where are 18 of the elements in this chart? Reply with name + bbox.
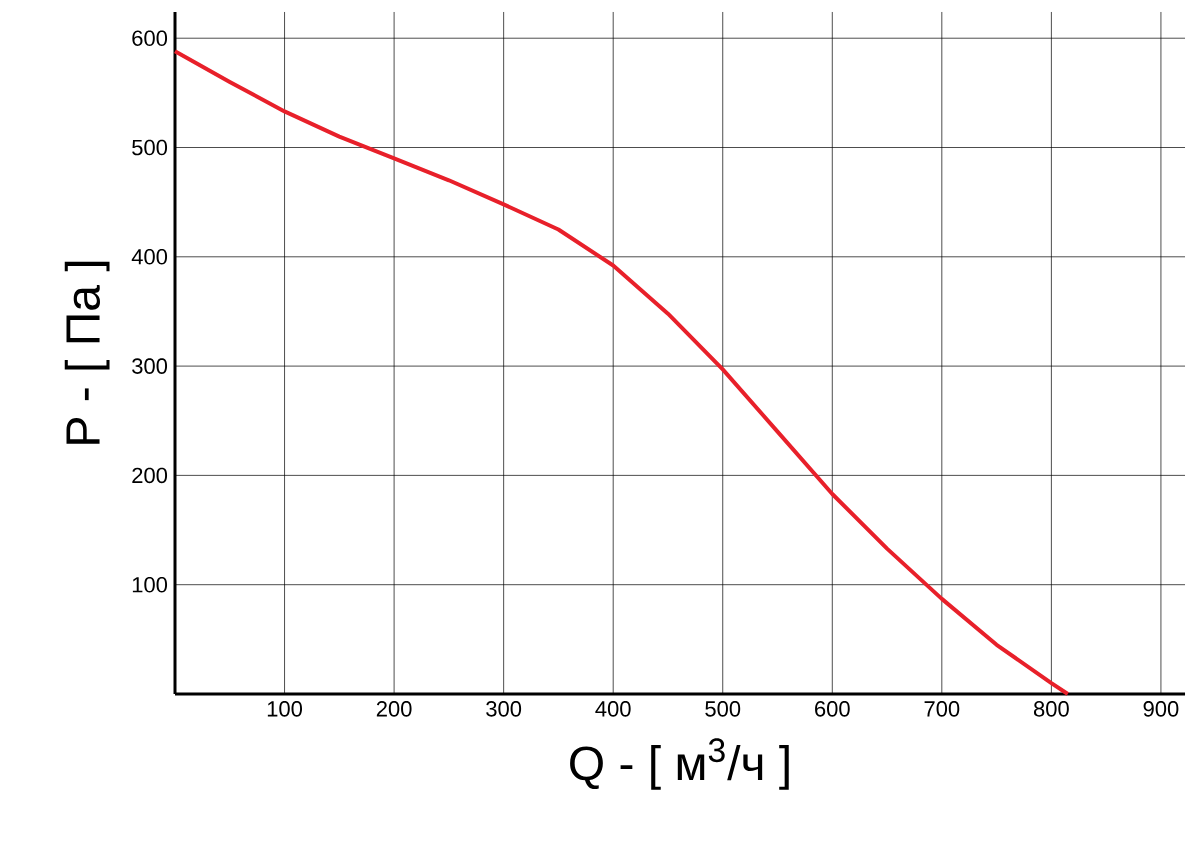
- x-tick-label: 200: [376, 701, 412, 717]
- x-tick-label: 400: [595, 701, 631, 717]
- x-tick-label: 300: [486, 701, 522, 717]
- x-tick-label: 500: [705, 701, 741, 717]
- y-tick-label: 500: [132, 139, 168, 156]
- x-tick-label: 600: [815, 701, 850, 717]
- y-tick-label: 600: [132, 30, 168, 46]
- line-series: [173, 49, 1070, 696]
- y-tick-label: 400: [131, 249, 168, 265]
- x-tick-label: 800: [1033, 701, 1069, 717]
- y-axis-title: P - [ Па ]: [64, 261, 110, 444]
- y-tick-label: 100: [132, 576, 168, 593]
- x-tick-label: 700: [924, 701, 960, 717]
- x-axis-title: Q - [ м$^{3}$/ч ]: [570, 738, 789, 790]
- x-tick-label: 100: [267, 701, 303, 717]
- y-tick-label: 200: [132, 467, 168, 484]
- y-tick-label: 300: [132, 358, 168, 374]
- x-tick-label: 900: [1143, 701, 1179, 717]
